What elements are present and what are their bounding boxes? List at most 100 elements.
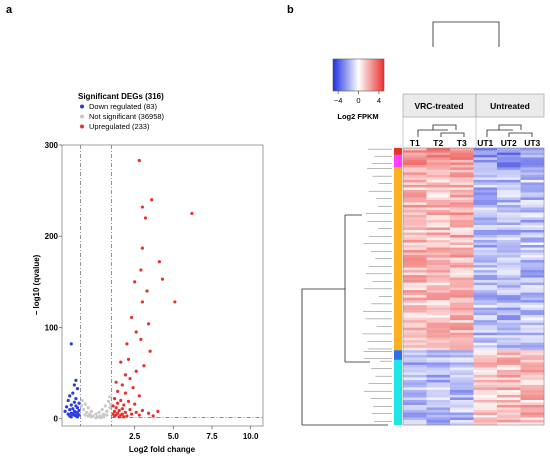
heatmap-cell-2-1-5 (520, 169, 545, 173)
heatmap-cell-2-70-0 (403, 342, 427, 346)
heatmap-cell-2-26-1 (426, 232, 451, 236)
heatmap-cell-2-47-4 (497, 285, 521, 288)
heatmap-cell-1-0-1 (426, 154, 451, 158)
heatmap-cell-3-1-1 (426, 352, 451, 356)
heatmap-cell-4-15-2 (450, 397, 474, 401)
heatmap-cell-2-56-3 (473, 307, 498, 311)
heatmap-cell-2-0-4 (497, 167, 521, 171)
heatmap-cell-4-23-5 (520, 417, 545, 421)
heatmap-cell-4-19-2 (450, 407, 474, 411)
heatmap-cell-2-8-2 (450, 187, 474, 191)
heatmap-cell-2-5-5 (520, 179, 545, 183)
heatmap-cell-2-69-4 (497, 340, 521, 343)
heatmap-cell-2-68-0 (403, 337, 427, 341)
heatmap-cell-2-14-3 (473, 202, 498, 206)
heatmap-cell-2-39-1 (426, 265, 451, 268)
heatmap-cell-1-0-2 (450, 154, 474, 158)
heatmap-cell-2-54-5 (520, 302, 545, 306)
heatmap-cell-2-13-2 (450, 199, 474, 203)
heatmap-cell-4-8-2 (450, 379, 474, 383)
heatmap-cell-2-31-4 (497, 245, 521, 248)
heatmap-cell-4-11-3 (473, 387, 498, 391)
heatmap-cell-3-2-4 (497, 355, 521, 358)
heatmap-cell-2-9-2 (450, 189, 474, 193)
heatmap-cell-2-69-2 (450, 340, 474, 343)
group-label-vrc-treated: VRC-treated (414, 101, 463, 111)
heatmap-cell-4-4-4 (497, 369, 521, 373)
heatmap-cell-4-16-5 (520, 399, 545, 403)
heatmap-cell-2-10-0 (403, 192, 427, 196)
row-dendrogram-leaves (362, 148, 392, 422)
heatmap-cell-4-16-3 (473, 399, 498, 403)
row-dendrogram (301, 214, 388, 426)
heatmap-cell-3-3-5 (520, 357, 545, 361)
heatmap-cell-2-10-5 (520, 192, 545, 196)
heatmap-cell-0-0-4 (497, 148, 521, 151)
heatmap-cell-2-30-3 (473, 242, 498, 246)
point-2-38 (114, 406, 118, 410)
heatmap-cell-2-19-3 (473, 214, 498, 218)
heatmap-cell-4-12-2 (450, 389, 474, 393)
heatmap-cell-2-25-3 (473, 229, 498, 233)
heatmap-cell-2-31-0 (403, 245, 427, 248)
heatmap-cell-4-6-3 (473, 374, 498, 378)
heatmap-cell-4-0-1 (426, 359, 451, 363)
heatmap-cell-2-11-3 (473, 194, 498, 198)
heatmap-cell-3-3-4 (497, 357, 521, 361)
heatmap-cell-2-16-1 (426, 207, 451, 211)
heatmap-cell-2-61-3 (473, 320, 498, 323)
heatmap-cell-2-11-4 (497, 194, 521, 198)
column-dendrogram-ut2-ut3 (508, 132, 533, 137)
heatmap-cell-2-13-3 (473, 199, 498, 203)
heatmap-cell-2-68-1 (426, 337, 451, 341)
point-2-5 (140, 246, 144, 250)
heatmap-cell-2-67-0 (403, 335, 427, 338)
heatmap-cell-2-32-5 (520, 247, 545, 251)
heatmap-cell-3-1-3 (473, 352, 498, 356)
heatmap-cell-0-1-1 (426, 150, 451, 153)
heatmap-cell-4-7-4 (497, 377, 521, 381)
heatmap-cell-2-34-1 (426, 252, 451, 256)
heatmap-cell-2-69-5 (520, 340, 545, 343)
heatmap-cell-4-24-4 (497, 419, 521, 423)
heatmap-cell-2-43-1 (426, 275, 451, 278)
heatmap-cell-3-2-1 (426, 355, 451, 358)
heatmap-cell-2-26-4 (497, 232, 521, 236)
heatmap-cell-2-23-3 (473, 224, 498, 228)
heatmap-cell-2-9-3 (473, 189, 498, 193)
heatmap-cell-2-38-2 (450, 262, 474, 266)
cluster-segment-0 (394, 148, 402, 155)
heatmap-cell-4-22-1 (426, 414, 451, 418)
heatmap-cell-2-38-3 (473, 262, 498, 266)
heatmap-cell-4-16-0 (403, 399, 427, 403)
heatmap-cell-1-2-2 (450, 159, 474, 163)
heatmap-cell-2-40-0 (403, 267, 427, 271)
point-2-59 (151, 414, 155, 418)
heatmap-cell-0-2-4 (497, 152, 521, 156)
heatmap-cell-2-35-3 (473, 255, 498, 258)
heatmap-cell-2-12-4 (497, 197, 521, 201)
heatmap-cell-4-13-1 (426, 392, 451, 396)
heatmap-cell-2-18-2 (450, 212, 474, 216)
heatmap-cell-2-5-1 (426, 179, 451, 183)
heatmap-cell-2-46-2 (450, 282, 474, 286)
volcano-x-axis-label: Log2 fold change (129, 445, 196, 454)
heatmap-cell-2-15-0 (403, 204, 427, 208)
heatmap-cell-4-14-0 (403, 394, 427, 398)
heatmap-cell-2-9-4 (497, 189, 521, 193)
heatmap-cell-2-1-0 (403, 169, 427, 173)
heatmap-cell-4-2-4 (497, 364, 521, 368)
heatmap-cell-2-22-2 (450, 222, 474, 226)
point-2-6 (139, 268, 143, 272)
heatmap-cell-2-60-2 (450, 317, 474, 321)
heatmap-cell-4-0-3 (473, 359, 498, 363)
heatmap-cell-2-7-5 (520, 184, 545, 188)
heatmap-cell-2-20-1 (426, 217, 451, 221)
heatmap-cell-2-47-2 (450, 285, 474, 288)
point-2-10 (160, 277, 165, 281)
heatmap-cell-2-72-4 (497, 347, 521, 351)
heatmap-cell-2-48-5 (520, 287, 545, 291)
heatmap-cell-2-28-3 (473, 237, 498, 241)
heatmap-cell-4-10-0 (403, 384, 427, 388)
heatmap-cell-4-7-3 (473, 377, 498, 381)
